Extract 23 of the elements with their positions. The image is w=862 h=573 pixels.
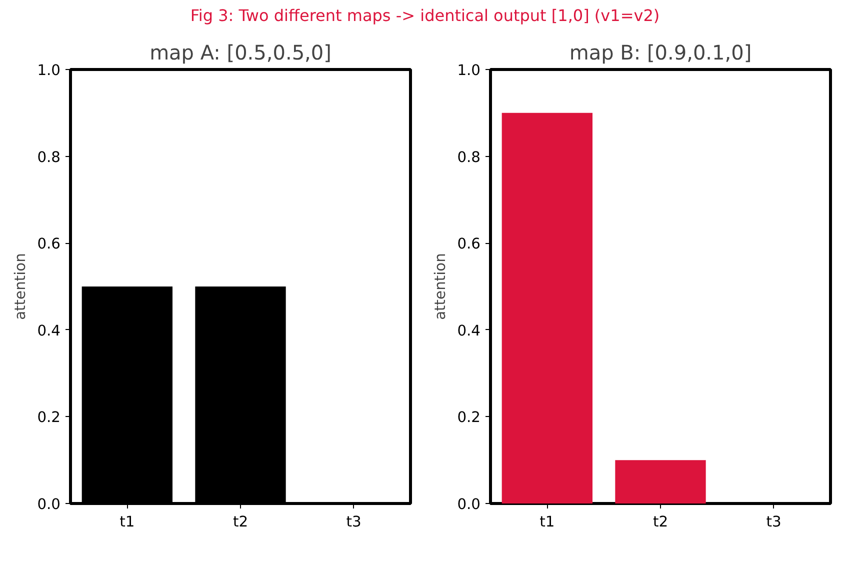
y-tick-label: 0.4 [457, 322, 481, 340]
y-axis-title: attention [432, 252, 450, 320]
y-tick-label: 0.2 [37, 409, 61, 426]
chart-title: map B: [0.9,0.1,0] [569, 40, 752, 64]
y-tick-label: 1.0 [457, 62, 481, 79]
y-tick-label: 0.0 [37, 496, 61, 513]
y-tick-label: 0.6 [457, 235, 481, 252]
y-tick-label: 0.8 [457, 148, 481, 166]
x-tick-label: t2 [232, 513, 248, 530]
y-axis-title: attention [12, 252, 30, 320]
x-tick-label: t1 [120, 513, 135, 530]
y-tick-label: 0.6 [37, 235, 61, 252]
chart-title: map A: [0.5,0.5,0] [150, 40, 332, 64]
caption: Fig 3: Two different maps -> identical output [1,0] (v1=v2) [190, 5, 660, 27]
y-tick-label: 0.4 [37, 322, 61, 340]
x-tick-label: t3 [346, 513, 362, 530]
y-tick-label: 0.0 [457, 496, 481, 513]
y-tick-label: 1.0 [37, 62, 61, 79]
x-tick-label: t1 [540, 513, 555, 530]
x-tick-label: t2 [652, 513, 668, 530]
y-tick-label: 0.2 [457, 409, 481, 426]
x-tick-label: t3 [766, 513, 782, 530]
y-tick-label: 0.8 [37, 148, 61, 166]
